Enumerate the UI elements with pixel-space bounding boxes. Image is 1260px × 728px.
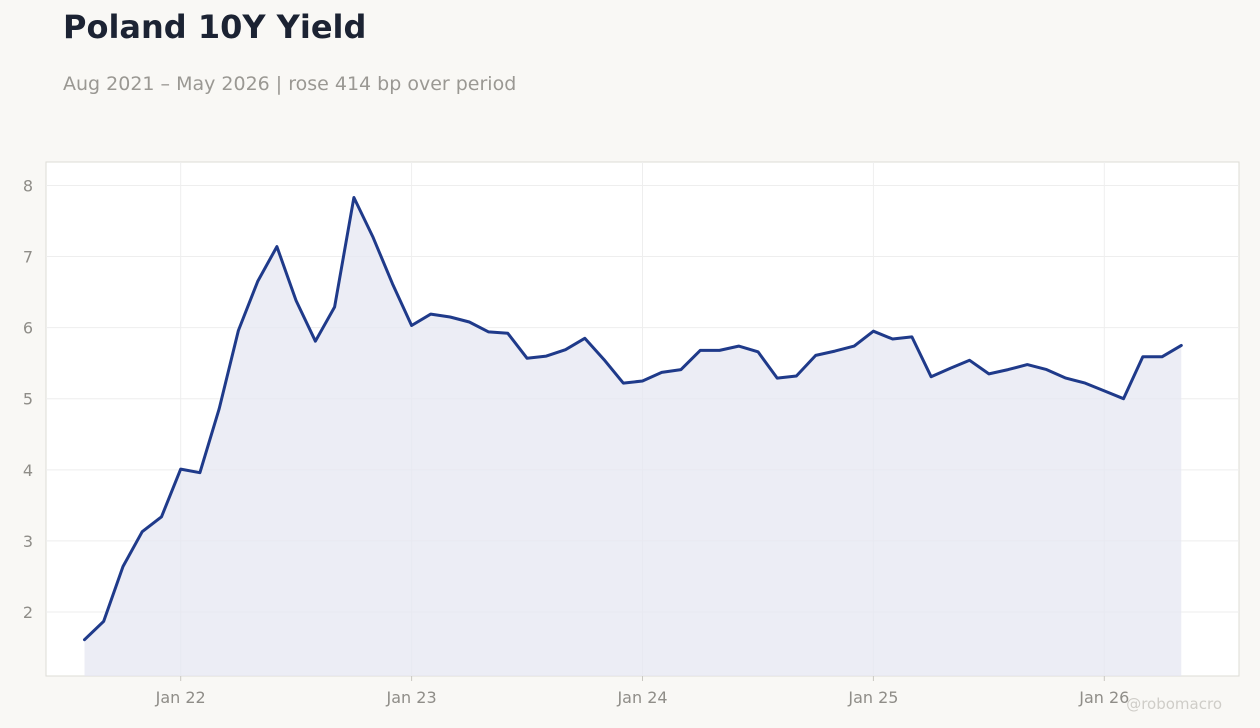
data-point [218,407,221,410]
data-point [622,382,625,385]
data-point [987,372,990,375]
data-point [237,329,240,332]
y-tick-label: 3 [23,532,33,551]
data-point [429,313,432,316]
data-point [545,355,548,358]
y-tick-label: 5 [23,390,33,409]
data-point [737,345,740,348]
data-point [910,335,913,338]
data-point [1122,397,1125,400]
data-point [372,236,375,239]
data-point [680,368,683,371]
data-point [641,380,644,383]
data-point [391,282,394,285]
data-point [83,638,86,641]
x-tick-label: Jan 22 [155,688,206,707]
data-point [699,349,702,352]
data-point [930,375,933,378]
data-point [776,377,779,380]
data-point [795,375,798,378]
data-point [333,306,336,309]
data-point [891,338,894,341]
data-point [526,357,529,360]
data-point [814,354,817,357]
data-point [160,515,163,518]
watermark: @robomacro [1126,695,1222,713]
data-point [1161,355,1164,358]
data-point [968,359,971,362]
data-point [506,332,509,335]
data-point [487,330,490,333]
y-axis-tick-labels: 2 3 4 5 6 7 8 [23,176,33,622]
data-point [718,349,721,352]
data-point [853,345,856,348]
x-tick-label: Jan 23 [386,688,437,707]
yield-line [83,196,1183,642]
data-point [833,350,836,353]
x-tick-label: Jan 26 [1078,688,1129,707]
data-point [141,530,144,533]
y-tick-label: 8 [23,176,33,195]
data-point [102,620,105,623]
data-point [1084,382,1087,385]
x-tick-label: Jan 25 [847,688,898,707]
data-point [583,337,586,340]
data-point [1180,344,1183,347]
data-point [872,330,875,333]
x-axis-tick-labels: Jan 22 Jan 23 Jan 24 Jan 25 Jan 26 [155,688,1130,707]
data-point [1045,368,1048,371]
data-point [603,358,606,361]
y-tick-label: 2 [23,603,33,622]
data-point [1064,377,1067,380]
data-point [1007,368,1010,371]
data-point [757,350,760,353]
data-point [198,471,201,474]
data-point [314,340,317,343]
data-point [275,245,278,248]
data-point [1026,363,1029,366]
data-point [179,468,182,471]
data-point [660,371,663,374]
data-point [122,565,125,568]
y-tick-label: 7 [23,248,33,267]
data-point [564,348,567,351]
data-point [949,367,952,370]
data-point [410,324,413,327]
data-point [256,280,259,283]
chart-title: Poland 10Y Yield [63,8,367,46]
x-tick-label: Jan 24 [616,688,667,707]
y-tick-label: 6 [23,319,33,338]
data-point [1141,355,1144,358]
data-point [295,299,298,302]
chart-subtitle: Aug 2021 – May 2026 | rose 414 bp over p… [63,73,517,95]
y-tick-label: 4 [23,461,33,480]
data-point [449,316,452,319]
yield-area-fill [84,197,1182,676]
data-point [352,196,355,199]
data-point [468,321,471,324]
data-point [1103,389,1106,392]
